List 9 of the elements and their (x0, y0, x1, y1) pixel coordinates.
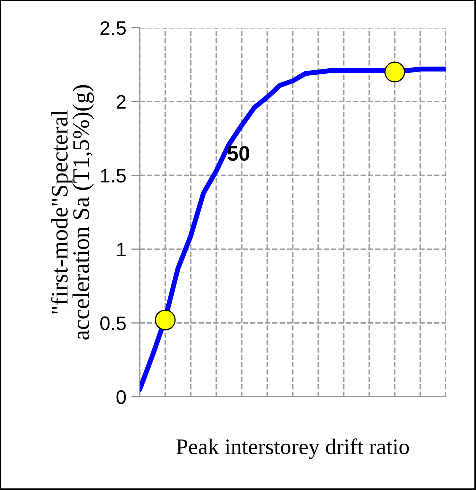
x-axis-title: Peak interstorey drift ratio (176, 438, 410, 460)
annotation: 50 (228, 146, 250, 162)
y-axis-title: "first-mode"Specteral acceleration Sa (T1,5%)(g) (51, 85, 94, 340)
y-tick-label: 1.5 (101, 169, 126, 183)
y-tick-label: 0.5 (100, 316, 126, 330)
y-tick-label: 2.5 (100, 21, 126, 36)
y-tick-label: 1 (117, 243, 126, 256)
y-tick-label: 0 (116, 390, 126, 404)
y-tick-label: 2 (116, 95, 126, 109)
